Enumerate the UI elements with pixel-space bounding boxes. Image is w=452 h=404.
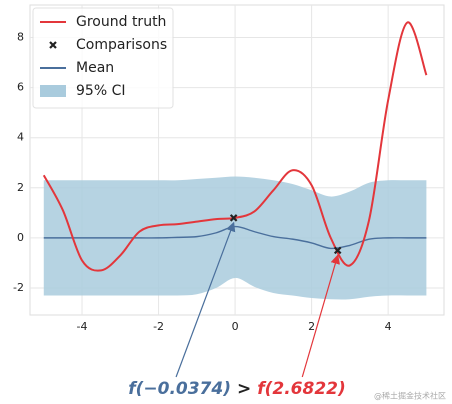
y-tick-label: 4 bbox=[17, 131, 24, 144]
annotation-left: f(−0.0374) bbox=[128, 379, 231, 399]
y-tick-label: 6 bbox=[17, 81, 24, 94]
comparison-point bbox=[229, 214, 238, 222]
comparison-point bbox=[333, 246, 342, 255]
annotation: f(−0.0374) > f(2.6822) bbox=[128, 379, 346, 399]
legend-label: 95% CI bbox=[76, 83, 125, 99]
x-marker-stroke bbox=[333, 246, 342, 255]
y-tick-label: 0 bbox=[17, 231, 24, 244]
series-line bbox=[42, 21, 428, 272]
x-marker-stroke bbox=[49, 41, 57, 49]
x-tick-label: 4 bbox=[385, 320, 392, 333]
legend-label: Ground truth bbox=[76, 14, 166, 30]
watermark: @稀土掘金技术社区 bbox=[374, 391, 446, 401]
x-tick-label: 0 bbox=[232, 320, 239, 333]
annotation-arrow bbox=[175, 221, 236, 378]
x-tick-label: -4 bbox=[77, 320, 88, 333]
y-tick-label: 2 bbox=[17, 181, 24, 194]
annotation-right: f(2.6822) bbox=[257, 379, 346, 399]
y-tick-label: 8 bbox=[17, 31, 24, 44]
ci-band bbox=[43, 176, 427, 300]
x-tick-label: 2 bbox=[308, 320, 315, 333]
legend: Ground truth Comparisons Mean 95% CI bbox=[32, 7, 174, 109]
y-tick-label: -2 bbox=[13, 281, 24, 294]
legend-box bbox=[32, 7, 174, 109]
x-marker-stroke bbox=[229, 214, 238, 222]
x-tick-label: -2 bbox=[153, 320, 164, 333]
annotation-arrow bbox=[301, 254, 340, 378]
legend-label: Mean bbox=[76, 60, 114, 76]
legend-swatch bbox=[40, 85, 66, 97]
annotation-op: > bbox=[237, 379, 251, 399]
legend-label: Comparisons bbox=[76, 37, 167, 53]
legend-marker bbox=[49, 41, 57, 49]
